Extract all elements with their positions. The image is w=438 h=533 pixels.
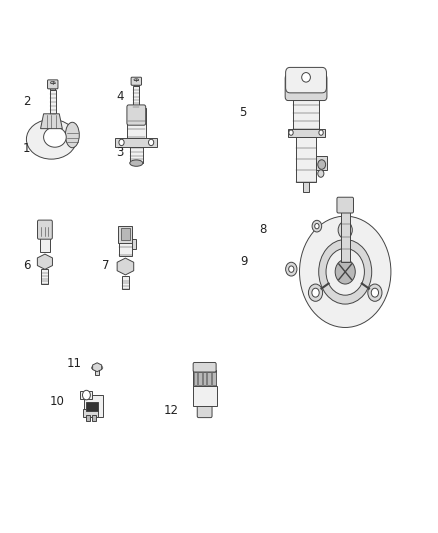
Ellipse shape bbox=[130, 160, 143, 166]
Circle shape bbox=[289, 130, 293, 135]
Bar bbox=[132, 239, 136, 249]
Circle shape bbox=[286, 262, 297, 276]
Bar bbox=[203, 372, 206, 385]
Bar bbox=[198, 372, 202, 385]
Bar bbox=[194, 372, 198, 385]
Circle shape bbox=[326, 248, 364, 295]
Bar bbox=[341, 212, 350, 262]
Circle shape bbox=[308, 284, 323, 301]
Circle shape bbox=[319, 130, 323, 135]
Ellipse shape bbox=[65, 122, 79, 148]
FancyBboxPatch shape bbox=[197, 404, 212, 418]
Bar bbox=[95, 367, 99, 375]
Circle shape bbox=[300, 216, 391, 327]
Ellipse shape bbox=[302, 72, 311, 82]
Ellipse shape bbox=[26, 119, 77, 159]
Ellipse shape bbox=[48, 87, 57, 89]
Text: 3: 3 bbox=[116, 146, 124, 159]
Circle shape bbox=[342, 225, 349, 235]
Circle shape bbox=[82, 390, 90, 400]
Circle shape bbox=[119, 139, 124, 146]
Ellipse shape bbox=[131, 83, 141, 85]
Text: 1: 1 bbox=[23, 142, 30, 155]
FancyBboxPatch shape bbox=[47, 80, 58, 89]
Circle shape bbox=[371, 288, 378, 297]
Polygon shape bbox=[37, 254, 53, 269]
Bar bbox=[40, 225, 50, 252]
Bar bbox=[116, 138, 157, 147]
Bar bbox=[118, 226, 132, 243]
Circle shape bbox=[312, 288, 319, 297]
Text: 5: 5 bbox=[239, 106, 247, 119]
FancyBboxPatch shape bbox=[337, 197, 353, 213]
Bar bbox=[130, 143, 143, 163]
Bar bbox=[50, 88, 55, 91]
FancyBboxPatch shape bbox=[286, 67, 326, 93]
Bar bbox=[193, 370, 216, 386]
Bar bbox=[121, 276, 129, 289]
Circle shape bbox=[312, 220, 321, 232]
Bar bbox=[134, 84, 139, 86]
Bar bbox=[207, 372, 211, 385]
Bar bbox=[134, 86, 139, 107]
FancyBboxPatch shape bbox=[131, 77, 141, 85]
Bar bbox=[212, 372, 215, 385]
Bar bbox=[80, 392, 92, 399]
Polygon shape bbox=[117, 258, 134, 275]
Circle shape bbox=[289, 266, 294, 272]
FancyBboxPatch shape bbox=[38, 220, 52, 239]
Circle shape bbox=[148, 139, 154, 146]
FancyBboxPatch shape bbox=[285, 75, 327, 101]
Bar bbox=[288, 128, 325, 136]
Ellipse shape bbox=[134, 79, 139, 81]
Text: 2: 2 bbox=[23, 94, 30, 108]
Bar bbox=[50, 91, 56, 114]
Circle shape bbox=[368, 284, 382, 301]
Bar bbox=[304, 182, 309, 192]
Bar bbox=[85, 394, 103, 417]
Text: 8: 8 bbox=[259, 223, 266, 236]
Polygon shape bbox=[41, 114, 62, 128]
Text: 6: 6 bbox=[23, 259, 30, 272]
Ellipse shape bbox=[44, 127, 66, 147]
Circle shape bbox=[318, 160, 325, 169]
Bar bbox=[86, 402, 98, 410]
FancyBboxPatch shape bbox=[127, 105, 146, 125]
Bar bbox=[193, 386, 217, 407]
Text: 7: 7 bbox=[102, 259, 110, 272]
Circle shape bbox=[315, 223, 319, 229]
Circle shape bbox=[318, 170, 324, 177]
Polygon shape bbox=[134, 107, 138, 111]
Text: 12: 12 bbox=[164, 404, 179, 417]
Circle shape bbox=[335, 260, 355, 284]
Text: 11: 11 bbox=[67, 357, 82, 369]
FancyBboxPatch shape bbox=[193, 362, 216, 372]
Bar bbox=[317, 156, 327, 171]
Ellipse shape bbox=[50, 82, 55, 84]
Bar bbox=[120, 228, 130, 240]
Text: 10: 10 bbox=[49, 395, 64, 408]
Bar bbox=[293, 97, 319, 128]
Polygon shape bbox=[50, 114, 55, 119]
Bar bbox=[86, 415, 90, 421]
Bar bbox=[119, 232, 132, 256]
Circle shape bbox=[338, 221, 352, 239]
Circle shape bbox=[319, 239, 372, 304]
Polygon shape bbox=[92, 363, 102, 372]
Bar bbox=[296, 136, 317, 182]
Text: 4: 4 bbox=[116, 90, 124, 103]
Bar bbox=[83, 409, 98, 417]
Ellipse shape bbox=[92, 365, 103, 370]
Bar bbox=[92, 415, 96, 421]
Bar bbox=[127, 109, 146, 138]
Text: 9: 9 bbox=[240, 255, 248, 268]
Bar bbox=[42, 269, 48, 284]
